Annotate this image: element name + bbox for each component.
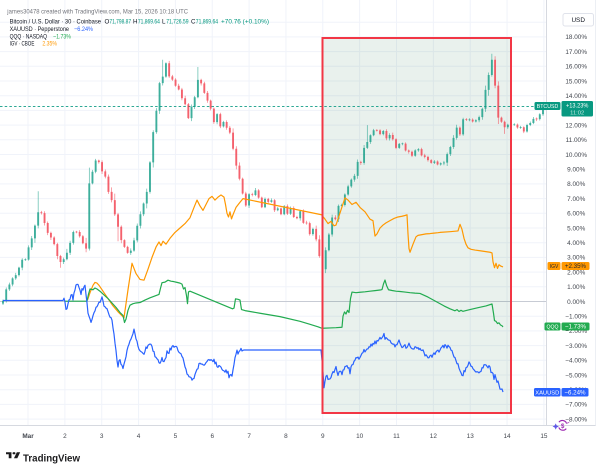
svg-text:−4.00%: −4.00% bbox=[565, 358, 587, 365]
svg-text:9: 9 bbox=[321, 433, 325, 440]
svg-text:15: 15 bbox=[540, 433, 548, 440]
svg-text:8.00%: 8.00% bbox=[567, 181, 585, 188]
svg-text:14: 14 bbox=[503, 433, 511, 440]
svg-text:18.00%: 18.00% bbox=[565, 34, 587, 41]
svg-text:4.00%: 4.00% bbox=[567, 240, 585, 247]
svg-text:2.35%: 2.35% bbox=[42, 41, 57, 48]
svg-text:4: 4 bbox=[137, 433, 141, 440]
svg-text:−1.00%: −1.00% bbox=[565, 314, 587, 321]
svg-text:8: 8 bbox=[284, 433, 288, 440]
svg-text:15.00%: 15.00% bbox=[565, 78, 587, 85]
svg-text:USD: USD bbox=[571, 17, 585, 24]
svg-text:0.00%: 0.00% bbox=[567, 299, 585, 306]
svg-text:Mar: Mar bbox=[22, 433, 34, 440]
svg-text:6: 6 bbox=[210, 433, 214, 440]
svg-text:12: 12 bbox=[430, 433, 438, 440]
svg-text:71,726.59: 71,726.59 bbox=[166, 19, 189, 26]
svg-text:−1.73%: −1.73% bbox=[53, 33, 71, 40]
svg-text:3.00%: 3.00% bbox=[567, 255, 585, 262]
svg-text:−5.00%: −5.00% bbox=[565, 372, 587, 379]
svg-text:TradingView: TradingView bbox=[23, 453, 80, 464]
svg-text:XAUUSD · Pepperstone: XAUUSD · Pepperstone bbox=[10, 26, 70, 33]
svg-text:+2.35%: +2.35% bbox=[565, 263, 587, 270]
svg-text:−8.00%: −8.00% bbox=[565, 416, 587, 423]
svg-text:11.00%: 11.00% bbox=[566, 137, 588, 144]
svg-text:6.00%: 6.00% bbox=[567, 211, 585, 218]
svg-text:XAUUSD: XAUUSD bbox=[535, 390, 559, 396]
svg-text:3: 3 bbox=[100, 433, 104, 440]
svg-text:L: L bbox=[162, 19, 166, 26]
svg-text:7: 7 bbox=[247, 433, 251, 440]
svg-text:71,869.64: 71,869.64 bbox=[196, 19, 219, 26]
svg-text:−1.73%: −1.73% bbox=[565, 324, 587, 331]
svg-text:−6.24%: −6.24% bbox=[74, 26, 93, 33]
svg-text:7.00%: 7.00% bbox=[567, 196, 585, 203]
svg-text:−7.00%: −7.00% bbox=[565, 402, 587, 409]
svg-text:H: H bbox=[133, 19, 137, 26]
svg-text:12.00%: 12.00% bbox=[565, 122, 587, 129]
svg-text:C: C bbox=[191, 19, 196, 26]
svg-text:10: 10 bbox=[356, 433, 364, 440]
svg-text:17.00%: 17.00% bbox=[565, 49, 587, 56]
svg-text:5.00%: 5.00% bbox=[567, 225, 585, 232]
svg-text:$: $ bbox=[561, 424, 565, 430]
svg-text:O: O bbox=[105, 19, 110, 26]
svg-text:13: 13 bbox=[467, 433, 475, 440]
svg-text:14.00%: 14.00% bbox=[565, 93, 587, 100]
svg-text:−6.24%: −6.24% bbox=[564, 389, 586, 396]
svg-text:−3.00%: −3.00% bbox=[565, 343, 587, 350]
svg-text:+13.23%: +13.23% bbox=[566, 103, 589, 110]
svg-text:9.00%: 9.00% bbox=[567, 167, 585, 174]
svg-text:71,798.87: 71,798.87 bbox=[109, 19, 131, 26]
svg-text:5: 5 bbox=[174, 433, 178, 440]
svg-text:BTCUSD: BTCUSD bbox=[537, 104, 559, 110]
svg-text:71,869.64: 71,869.64 bbox=[138, 19, 160, 26]
svg-text:11: 11 bbox=[393, 433, 400, 440]
svg-text:2: 2 bbox=[63, 433, 67, 440]
svg-text:QQQ: QQQ bbox=[547, 325, 559, 331]
svg-text:16.00%: 16.00% bbox=[565, 64, 587, 71]
svg-text:2.00%: 2.00% bbox=[567, 269, 585, 276]
svg-text:IGV: IGV bbox=[550, 264, 559, 270]
svg-text:james30478 created with Tradin: james30478 created with TradingView.com,… bbox=[6, 8, 188, 15]
svg-text:+70.76 (+0.10%): +70.76 (+0.10%) bbox=[221, 19, 269, 26]
svg-text:1.00%: 1.00% bbox=[567, 284, 585, 291]
svg-text:−2.00%: −2.00% bbox=[565, 328, 587, 335]
svg-text:IGV · CBOE: IGV · CBOE bbox=[10, 41, 35, 48]
svg-text:Bitcoin / U.S. Dollar · 30 · C: Bitcoin / U.S. Dollar · 30 · Coinbase bbox=[10, 19, 102, 26]
svg-text:QQQ · NASDAQ: QQQ · NASDAQ bbox=[10, 33, 48, 40]
svg-text:11:02: 11:02 bbox=[570, 110, 584, 116]
svg-text:10.00%: 10.00% bbox=[565, 152, 587, 159]
